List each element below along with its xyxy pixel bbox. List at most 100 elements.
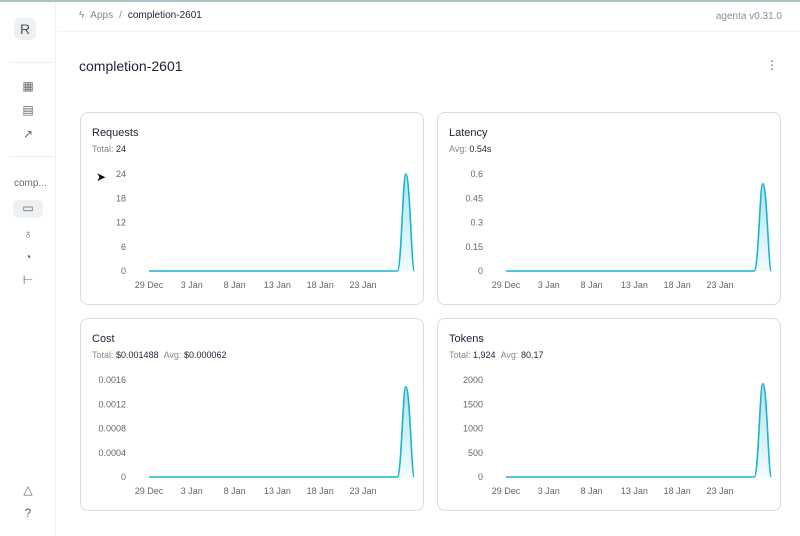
page-title: completion-2601: [79, 58, 183, 74]
x-tick-label: 13 Jan: [264, 486, 291, 496]
x-tick-label: 23 Jan: [349, 280, 376, 290]
stat-label: Avg:: [449, 144, 467, 154]
x-tick-label: 23 Jan: [706, 280, 733, 290]
series-line: [149, 385, 416, 478]
y-tick-label: 1000: [463, 424, 483, 434]
card-title: Latency: [449, 127, 488, 139]
card-stats: Total: $0.001488 Avg: $0.000062: [92, 350, 227, 360]
breadcrumb-separator: /: [119, 10, 122, 21]
y-tick-label: 18: [116, 193, 126, 203]
metric-card-tokens: Tokens Total: 1,924 Avg: 80.17 0 500 1000 150…: [437, 318, 781, 511]
help-icon[interactable]: ?: [24, 506, 32, 520]
chart: 0 500 1000 1500 2000 29 Dec 3 Jan 8 Jan 13 Jan 18…: [463, 375, 773, 496]
stat-label: Total:: [92, 144, 114, 154]
breadcrumb: ϟ Apps / completion-2601: [79, 10, 202, 21]
y-tick-label: 0: [478, 472, 483, 482]
stat-value: 80.17: [520, 350, 544, 360]
x-tick-label: 3 Jan: [181, 280, 203, 290]
alert-icon[interactable]: △: [23, 483, 33, 497]
y-tick-label: 0.15: [465, 242, 483, 252]
series-area: [506, 383, 772, 477]
x-tick-label: 18 Jan: [307, 280, 334, 290]
series-line: [149, 173, 416, 272]
x-tick-label: 18 Jan: [307, 486, 334, 496]
mouse-cursor-icon: ➤: [96, 170, 107, 184]
x-tick-label: 13 Jan: [621, 486, 648, 496]
y-tick-label: 0.45: [465, 193, 483, 203]
metric-card-requests: Requests Total: 24 0 6 12 18 24 29 Dec 3 Jan 8 Ja…: [80, 112, 424, 305]
metric-card-cost: Cost Total: $0.001488 Avg: $0.000062 0 0.00…: [80, 318, 424, 511]
x-tick-label: 23 Jan: [349, 486, 376, 496]
y-tick-label: 0: [121, 266, 126, 276]
x-tick-label: 29 Dec: [492, 486, 521, 496]
y-tick-label: 12: [116, 218, 126, 228]
y-tick-label: 0: [121, 472, 126, 482]
breadcrumb-apps[interactable]: Apps: [90, 10, 114, 21]
y-tick-label: 0.0012: [98, 399, 126, 409]
series-area: [506, 183, 772, 271]
x-tick-label: 8 Jan: [224, 486, 246, 496]
x-tick-label: 8 Jan: [581, 486, 603, 496]
monitor-icon[interactable]: ▭: [13, 200, 43, 218]
version-label: agenta v0.31.0: [715, 11, 782, 22]
card-stats: Total: 1,924 Avg: 80.17: [449, 350, 543, 360]
stat-label: Total:: [449, 350, 471, 360]
x-tick-label: 23 Jan: [706, 486, 733, 496]
more-options-icon[interactable]: ⋮: [766, 58, 778, 72]
chart-icon[interactable]: ↗: [22, 127, 34, 141]
top-bar: ϟ Apps / completion-2601 agenta v0.31.0: [57, 2, 800, 32]
stat-value: $0.000062: [183, 350, 227, 360]
grid-icon[interactable]: ▦: [22, 79, 34, 93]
x-tick-label: 3 Jan: [538, 486, 560, 496]
x-tick-label: 29 Dec: [135, 486, 164, 496]
series-area: [149, 174, 415, 271]
y-tick-label: 1500: [463, 399, 483, 409]
x-tick-label: 8 Jan: [581, 280, 603, 290]
series-line: [506, 382, 773, 478]
card-title: Tokens: [449, 333, 484, 345]
tree-icon[interactable]: ⊢: [22, 273, 34, 287]
stat-value: 1,924: [473, 350, 496, 360]
table-icon[interactable]: ▤: [22, 103, 34, 117]
stat-value: $0.001488: [116, 350, 159, 360]
x-tick-label: 13 Jan: [264, 280, 291, 290]
y-tick-label: 0.0004: [98, 448, 126, 458]
x-tick-label: 13 Jan: [621, 280, 648, 290]
x-tick-label: 3 Jan: [538, 280, 560, 290]
card-title: Requests: [92, 127, 139, 139]
y-tick-label: 6: [121, 242, 126, 252]
stat-label: Avg:: [500, 350, 519, 360]
card-title: Cost: [92, 333, 115, 345]
analytics-icon[interactable]: ◔: [24, 250, 32, 264]
x-tick-label: 8 Jan: [224, 280, 246, 290]
breadcrumb-current: completion-2601: [127, 10, 202, 21]
workspace-avatar[interactable]: R: [14, 18, 36, 40]
sidebar: R ▦ ▤ ↗ comp... ▭ ♁ ◔ ⊢ △ ?: [0, 2, 56, 536]
x-tick-label: 3 Jan: [181, 486, 203, 496]
card-stats: Total: 24: [92, 144, 126, 154]
divider: [9, 62, 53, 63]
x-tick-label: 18 Jan: [664, 486, 691, 496]
divider: [9, 156, 53, 157]
y-tick-label: 0.3: [470, 218, 483, 228]
y-tick-label: 0.6: [470, 169, 483, 179]
chart: 0 0.15 0.3 0.45 0.6 29 Dec 3 Jan 8 Jan 13 Jan 18 …: [465, 169, 773, 290]
series-area: [149, 386, 415, 477]
y-tick-label: 0.0008: [98, 424, 126, 434]
stat-label: Total:: [92, 350, 114, 360]
x-tick-label: 29 Dec: [492, 280, 521, 290]
y-tick-label: 2000: [463, 375, 483, 385]
metric-card-latency: Latency Avg: 0.54s 0 0.15 0.3 0.45 0.6 29 Dec 3 …: [437, 112, 781, 305]
chart: 0 0.0004 0.0008 0.0012 0.0016 29 Dec 3 Jan 8 Ja…: [98, 375, 416, 496]
y-tick-label: 500: [468, 448, 483, 458]
app-label: comp...: [14, 178, 47, 189]
stat-label: Avg:: [163, 350, 182, 360]
y-tick-label: 24: [116, 169, 126, 179]
chart: 0 6 12 18 24 29 Dec 3 Jan 8 Jan 13 Jan 18 Jan 23 J…: [116, 169, 416, 290]
rocket-icon[interactable]: ♁: [23, 227, 33, 241]
bolt-icon: ϟ: [79, 10, 85, 21]
x-tick-label: 29 Dec: [135, 280, 164, 290]
stat-value: 24: [116, 144, 127, 154]
x-tick-label: 18 Jan: [664, 280, 691, 290]
y-tick-label: 0: [478, 266, 483, 276]
